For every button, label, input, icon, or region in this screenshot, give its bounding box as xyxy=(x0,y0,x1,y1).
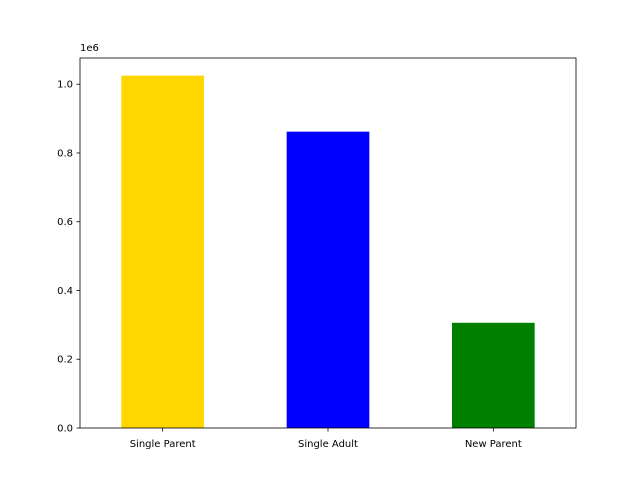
y-tick-label: 0.6 xyxy=(57,217,73,228)
x-tick-label: Single Parent xyxy=(130,439,196,450)
bars-layer xyxy=(121,75,535,428)
x-tick-label: New Parent xyxy=(465,439,522,450)
x-axis: Single Parent Single Adult New Parent xyxy=(130,428,522,450)
y-tick-label: 1.0 xyxy=(57,80,73,91)
y-axis: 0.0 0.2 0.4 0.6 0.8 1.0 xyxy=(57,80,80,435)
y-tick-label: 0.8 xyxy=(57,148,73,159)
bar-single-parent xyxy=(121,75,204,428)
y-tick-label: 0.0 xyxy=(57,424,73,435)
y-tick-label: 0.4 xyxy=(57,286,73,297)
bar-single-adult xyxy=(286,131,370,428)
bar-new-parent xyxy=(452,322,535,428)
y-axis-offset-label: 1e6 xyxy=(80,43,99,54)
x-tick-label: Single Adult xyxy=(298,439,358,450)
y-tick-label: 0.2 xyxy=(57,355,73,366)
